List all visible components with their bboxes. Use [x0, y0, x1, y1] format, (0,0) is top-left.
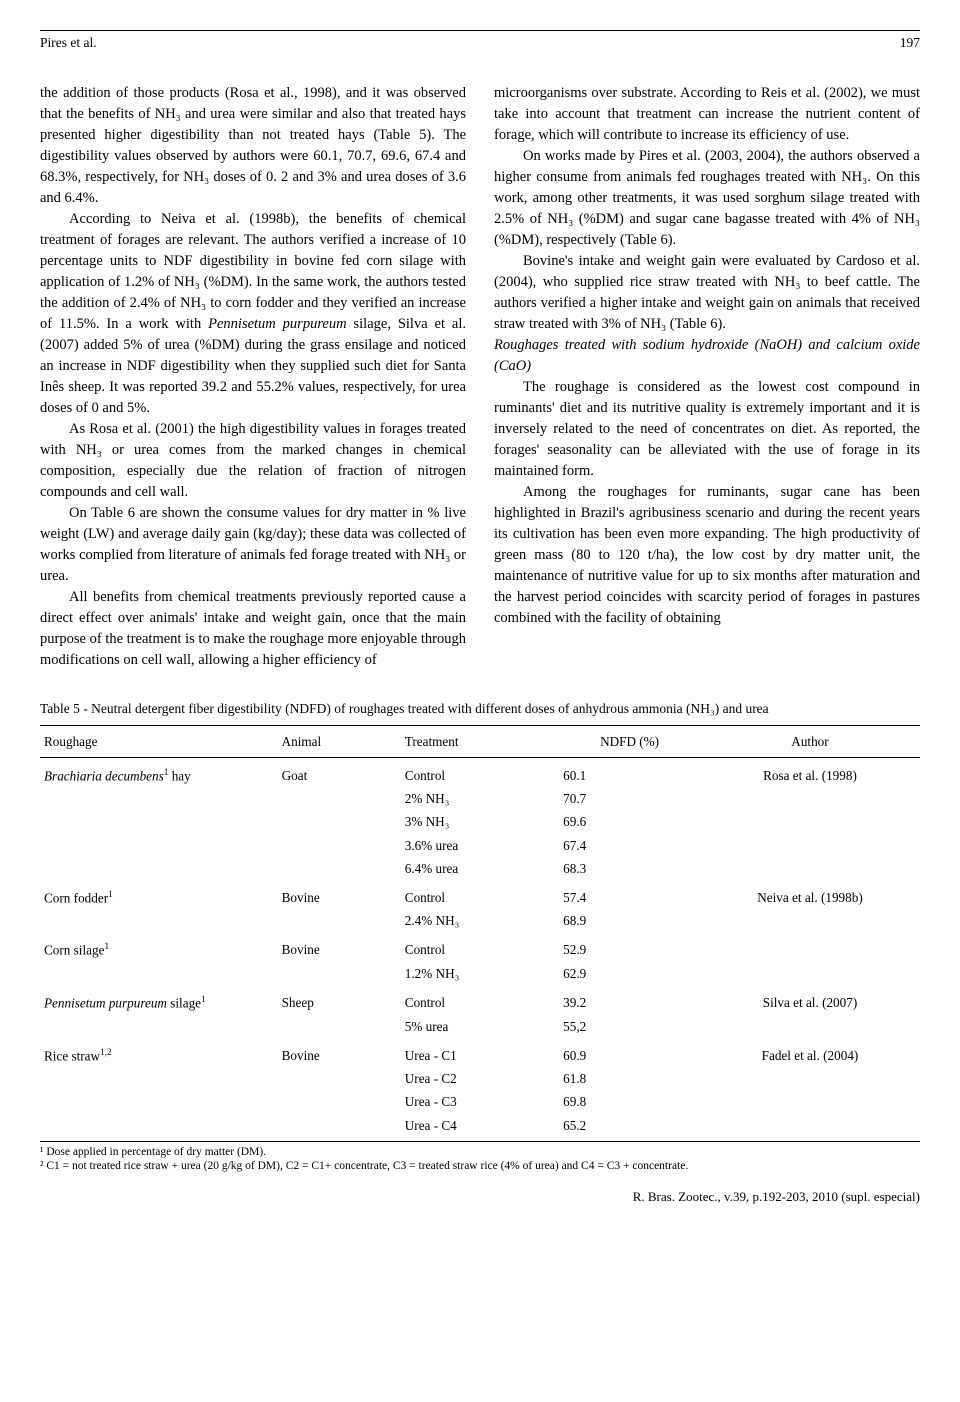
journal-footer: R. Bras. Zootec., v.39, p.192-203, 2010 …: [40, 1188, 920, 1207]
para: Among the roughages for ruminants, sugar…: [494, 482, 920, 629]
table-row: 1.2% NH₃62.9: [40, 962, 920, 985]
para: As Rosa et al. (2001) the high digestibi…: [40, 419, 466, 503]
th-roughage: Roughage: [40, 725, 278, 757]
section-heading: Roughages treated with sodium hydroxide …: [494, 335, 920, 377]
para: All benefits from chemical treatments pr…: [40, 587, 466, 671]
table-footnotes: ¹ Dose applied in percentage of dry matt…: [40, 1141, 920, 1174]
para: On Table 6 are shown the consume values …: [40, 503, 466, 587]
ndfd-table: Roughage Animal Treatment NDFD (%) Autho…: [40, 725, 920, 1137]
table-row: Urea - C465.2: [40, 1114, 920, 1137]
table-row: 2% NH₃70.7: [40, 787, 920, 810]
table-5: Table 5 - Neutral detergent fiber digest…: [40, 699, 920, 1174]
table-row: 6.4% urea68.3: [40, 857, 920, 880]
table-row: Corn fodder1 Bovine Control 57.4 Neiva e…: [40, 880, 920, 910]
para: On works made by Pires et al. (2003, 200…: [494, 146, 920, 251]
table-row: Corn silage1 Bovine Control 52.9: [40, 932, 920, 962]
table-row: Rice straw1,2 Bovine Urea - C1 60.9 Fade…: [40, 1038, 920, 1068]
table-row: Pennisetum purpureum silage1 Sheep Contr…: [40, 985, 920, 1015]
th-author: Author: [700, 725, 920, 757]
table-row: 2.4% NH₃68.9: [40, 909, 920, 932]
footnote: ² C1 = not treated rice straw + urea (20…: [40, 1159, 920, 1173]
body-columns: the addition of those products (Rosa et …: [40, 83, 920, 671]
table-caption: Table 5 - Neutral detergent fiber digest…: [40, 699, 920, 719]
table-row: 5% urea55,2: [40, 1015, 920, 1038]
footnote: ¹ Dose applied in percentage of dry matt…: [40, 1145, 920, 1159]
table-row: Brachiaria decumbens1 hay Goat Control 6…: [40, 757, 920, 787]
para: The roughage is considered as the lowest…: [494, 377, 920, 482]
th-animal: Animal: [278, 725, 401, 757]
table-row: Urea - C261.8: [40, 1067, 920, 1090]
para: Bovine's intake and weight gain were eva…: [494, 251, 920, 335]
table-row: Urea - C369.8: [40, 1090, 920, 1113]
para: According to Neiva et al. (1998b), the b…: [40, 209, 466, 419]
table-row: 3% NH₃69.6: [40, 810, 920, 833]
table-row: 3.6% urea67.4: [40, 834, 920, 857]
th-ndfd: NDFD (%): [559, 725, 700, 757]
para: microorganisms over substrate. According…: [494, 83, 920, 146]
running-head: Pires et al. 197: [40, 33, 920, 53]
para: the addition of those products (Rosa et …: [40, 83, 466, 209]
running-head-author: Pires et al.: [40, 33, 97, 53]
page-number: 197: [900, 33, 920, 53]
th-treatment: Treatment: [401, 725, 559, 757]
